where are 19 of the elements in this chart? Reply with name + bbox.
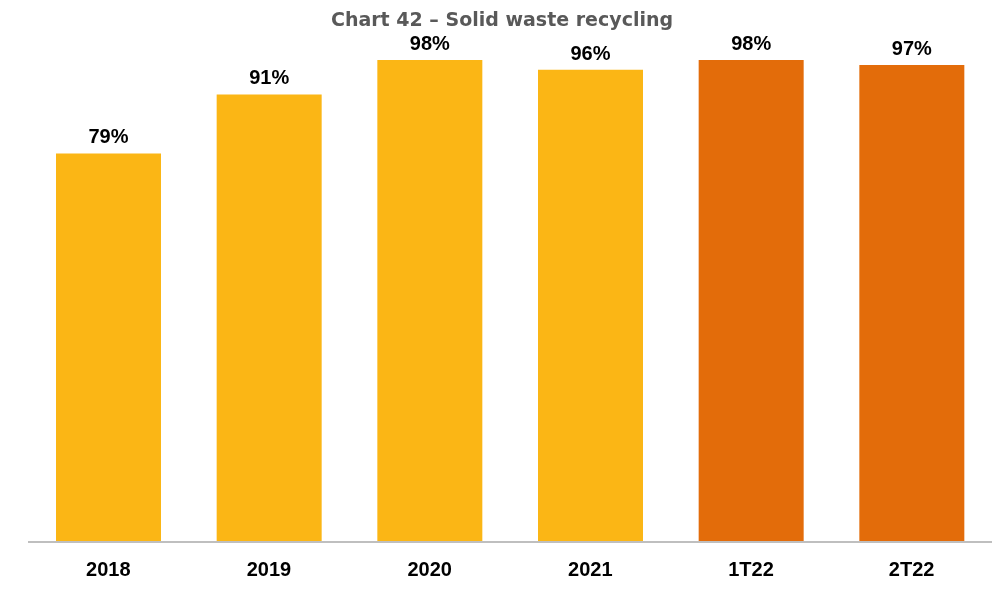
data-label: 79% — [88, 125, 129, 148]
bar — [377, 60, 483, 542]
data-label: 97% — [891, 36, 933, 59]
bar — [698, 60, 804, 542]
chart-title: Chart 42 – Solid waste recycling — [329, 8, 675, 32]
bar — [859, 64, 965, 542]
bar — [216, 94, 322, 542]
x-tick-label: 2020 — [407, 558, 452, 581]
x-tick-label: 2021 — [568, 558, 613, 581]
data-label: 98% — [409, 32, 451, 54]
data-label: 98% — [731, 32, 772, 54]
x-tick-label: 1T22 — [728, 558, 774, 581]
data-label: 96% — [570, 41, 611, 64]
data-label: 91% — [249, 66, 290, 89]
x-tick-label: 2T22 — [888, 558, 935, 581]
bar — [538, 69, 643, 542]
x-tick-label: 2019 — [246, 558, 292, 581]
bar — [56, 153, 161, 542]
x-tick-label: 2018 — [86, 558, 131, 581]
